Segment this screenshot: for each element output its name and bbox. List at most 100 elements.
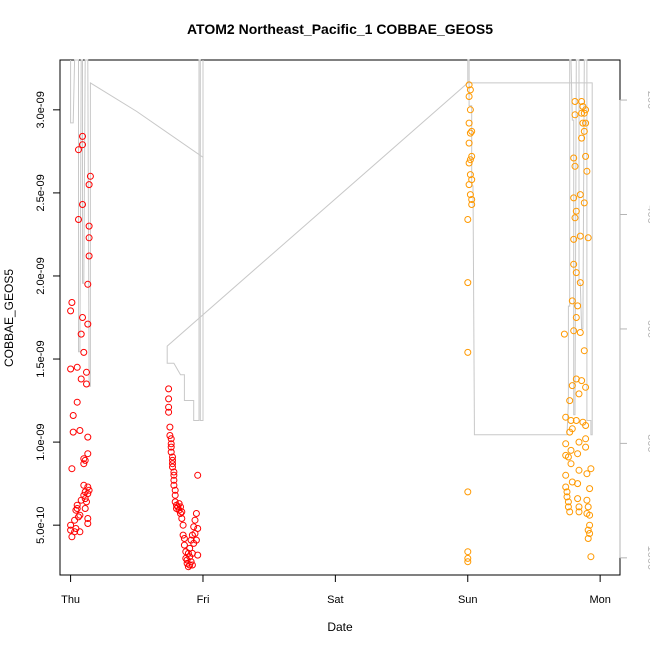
right-axis-line-layer bbox=[70, 59, 593, 436]
data-point bbox=[71, 516, 79, 524]
data-point bbox=[570, 327, 578, 335]
data-point bbox=[170, 476, 178, 484]
data-point bbox=[579, 119, 587, 127]
data-point bbox=[84, 280, 92, 288]
right-tick-label: 600 bbox=[645, 320, 650, 338]
data-point bbox=[192, 536, 200, 544]
data-point bbox=[578, 109, 586, 117]
chart-title: ATOM2 Northeast_Pacific_1 COBBAE_GEOS5 bbox=[187, 21, 493, 37]
data-point bbox=[68, 299, 76, 306]
data-point bbox=[583, 167, 591, 175]
points-layer bbox=[67, 81, 595, 571]
data-point bbox=[84, 483, 92, 491]
y-axis: 5.0e-10 1.0e-09 1.5e-09 2.0e-09 2.5e-09 3.0e-… bbox=[35, 91, 61, 544]
data-point bbox=[582, 383, 590, 391]
data-point bbox=[567, 460, 575, 468]
data-point bbox=[178, 508, 186, 516]
x-axis: Thu Fri Sat Sun Mon bbox=[61, 574, 611, 606]
data-point bbox=[179, 521, 187, 529]
data-point bbox=[73, 363, 81, 371]
data-point bbox=[84, 433, 92, 441]
data-point bbox=[464, 554, 472, 562]
data-point bbox=[570, 235, 578, 243]
x-tick-label: Mon bbox=[589, 594, 610, 606]
data-point bbox=[572, 314, 580, 321]
data-point bbox=[71, 528, 79, 536]
data-point bbox=[170, 468, 178, 476]
data-point bbox=[167, 448, 175, 456]
data-point bbox=[75, 146, 82, 154]
data-point bbox=[194, 525, 202, 532]
data-point bbox=[586, 521, 594, 529]
data-point bbox=[468, 201, 476, 208]
data-point bbox=[468, 127, 476, 135]
data-point bbox=[80, 460, 88, 468]
x-tick-label: Sun bbox=[458, 594, 478, 606]
data-point bbox=[468, 176, 476, 184]
data-point bbox=[566, 508, 574, 516]
data-point bbox=[84, 320, 92, 328]
data-point bbox=[171, 486, 179, 494]
data-point bbox=[583, 470, 591, 478]
data-point bbox=[76, 511, 84, 519]
data-point bbox=[166, 432, 174, 439]
data-point bbox=[73, 505, 81, 512]
data-point bbox=[580, 199, 588, 207]
data-point bbox=[576, 191, 584, 199]
data-point bbox=[575, 438, 583, 446]
right-axis: 200 400 600 800 1000 bbox=[619, 91, 650, 570]
y-tick-label: 2.0e-09 bbox=[35, 257, 47, 294]
data-point bbox=[464, 348, 472, 356]
data-point bbox=[570, 154, 578, 162]
data-point bbox=[177, 503, 184, 511]
data-point bbox=[165, 385, 173, 393]
data-point bbox=[582, 119, 590, 127]
data-point bbox=[175, 500, 183, 508]
data-point bbox=[571, 111, 579, 119]
data-point bbox=[586, 530, 594, 537]
data-point bbox=[465, 139, 473, 147]
data-point bbox=[562, 413, 570, 421]
data-point bbox=[582, 152, 590, 160]
data-point bbox=[68, 465, 76, 473]
data-point bbox=[86, 172, 94, 180]
data-point bbox=[85, 181, 93, 189]
data-point bbox=[576, 329, 584, 336]
data-point bbox=[563, 493, 571, 501]
data-point bbox=[79, 141, 86, 149]
data-point bbox=[174, 503, 182, 511]
data-point bbox=[84, 450, 92, 458]
data-point bbox=[464, 216, 472, 223]
right-tick-label: 800 bbox=[645, 434, 650, 452]
data-point bbox=[468, 196, 476, 203]
data-point bbox=[466, 156, 474, 164]
data-point bbox=[180, 535, 188, 542]
data-point bbox=[85, 234, 93, 242]
data-point bbox=[466, 129, 474, 137]
data-point bbox=[80, 481, 88, 489]
data-point bbox=[84, 520, 92, 527]
data-point bbox=[464, 548, 472, 556]
data-point bbox=[465, 119, 473, 127]
data-point bbox=[186, 553, 194, 561]
data-point bbox=[69, 412, 77, 419]
data-point bbox=[568, 382, 576, 390]
data-point bbox=[562, 483, 570, 491]
data-point bbox=[177, 510, 184, 517]
right-tick-label: 400 bbox=[645, 205, 650, 223]
data-point bbox=[574, 450, 582, 458]
data-point bbox=[85, 222, 93, 230]
data-point bbox=[83, 380, 90, 388]
data-point bbox=[466, 171, 474, 179]
data-point bbox=[169, 453, 176, 461]
data-point bbox=[179, 531, 187, 539]
data-point bbox=[582, 435, 590, 443]
data-point bbox=[166, 423, 174, 431]
data-point bbox=[167, 443, 175, 451]
data-point bbox=[580, 347, 588, 355]
data-point bbox=[568, 297, 576, 305]
data-point bbox=[576, 279, 584, 287]
data-point bbox=[85, 486, 93, 494]
data-point bbox=[582, 106, 590, 114]
